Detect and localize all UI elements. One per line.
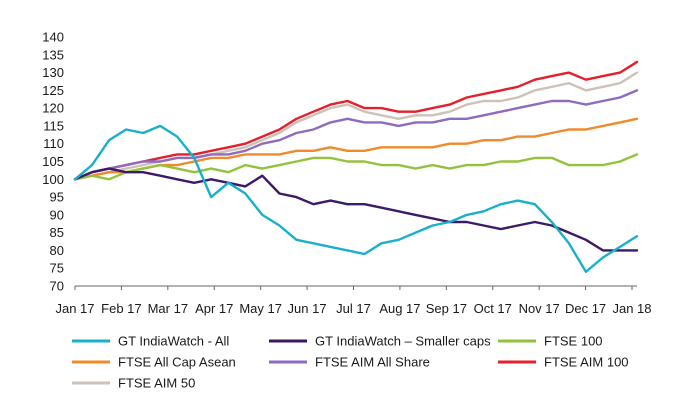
legend-item: FTSE AIM All Share bbox=[269, 355, 430, 370]
y-tick-label: 100 bbox=[42, 172, 64, 187]
x-tick-label: Nov 17 bbox=[519, 301, 560, 316]
x-tick-label: Jun 17 bbox=[288, 301, 327, 316]
y-tick-label: 80 bbox=[50, 243, 64, 258]
legend-item: GT IndiaWatch – Smaller caps bbox=[269, 334, 491, 349]
x-tick-label: Sep 17 bbox=[426, 301, 467, 316]
y-axis: 70 75 80 85 90 95 100 105 110 115 120 125 130 135 140 bbox=[42, 30, 64, 294]
x-tick-label: Aug 17 bbox=[379, 301, 420, 316]
x-tick-label: Dec 17 bbox=[565, 301, 606, 316]
x-tick-label: May 17 bbox=[239, 301, 282, 316]
series-line-3 bbox=[73, 117, 639, 181]
x-tick-label: Feb 17 bbox=[101, 301, 141, 316]
y-tick-label: 105 bbox=[42, 154, 64, 169]
x-tick-label: Jan 18 bbox=[612, 301, 651, 316]
legend: GT IndiaWatch - All GT IndiaWatch – Small… bbox=[72, 334, 629, 391]
y-tick-label: 115 bbox=[43, 118, 64, 133]
x-tick-label: Jan 17 bbox=[55, 301, 94, 316]
y-tick-label: 75 bbox=[50, 261, 64, 276]
legend-label: FTSE AIM 100 bbox=[544, 355, 629, 370]
x-tick-label: Mar 17 bbox=[148, 301, 188, 316]
y-tick-label: 120 bbox=[42, 101, 64, 116]
series-line-1 bbox=[73, 167, 639, 252]
legend-item: FTSE AIM 100 bbox=[498, 355, 629, 370]
y-tick-label: 140 bbox=[42, 30, 64, 45]
y-tick-label: 125 bbox=[42, 83, 64, 98]
series-lines bbox=[73, 60, 639, 273]
legend-item: FTSE AIM 50 bbox=[72, 376, 195, 391]
legend-label: FTSE All Cap Asean bbox=[118, 355, 236, 370]
legend-label: GT IndiaWatch - All bbox=[118, 334, 229, 349]
series-line-4 bbox=[73, 89, 639, 181]
legend-label: FTSE AIM All Share bbox=[315, 355, 430, 370]
legend-label: GT IndiaWatch – Smaller caps bbox=[315, 334, 491, 349]
y-tick-label: 110 bbox=[43, 136, 64, 151]
legend-label: FTSE 100 bbox=[544, 334, 603, 349]
series-line-5 bbox=[73, 60, 639, 181]
legend-item: GT IndiaWatch - All bbox=[72, 334, 229, 349]
x-tick-label: Oct 17 bbox=[474, 301, 512, 316]
y-tick-label: 85 bbox=[50, 225, 64, 240]
series-line-2 bbox=[73, 153, 639, 181]
series-line-0 bbox=[73, 124, 639, 273]
x-tick-label: Apr 17 bbox=[195, 301, 233, 316]
y-tick-label: 135 bbox=[42, 47, 64, 62]
x-tick-label: Jul 17 bbox=[336, 301, 371, 316]
y-tick-label: 95 bbox=[50, 190, 64, 205]
y-tick-label: 70 bbox=[50, 279, 64, 294]
x-axis: Jan 17 Feb 17 Mar 17 Apr 17 May 17 Jun 17 Jul … bbox=[55, 285, 652, 316]
y-tick-label: 130 bbox=[42, 65, 64, 80]
legend-item: FTSE All Cap Asean bbox=[72, 355, 236, 370]
legend-item: FTSE 100 bbox=[498, 334, 603, 349]
y-tick-label: 90 bbox=[50, 207, 64, 222]
legend-label: FTSE AIM 50 bbox=[118, 376, 195, 391]
